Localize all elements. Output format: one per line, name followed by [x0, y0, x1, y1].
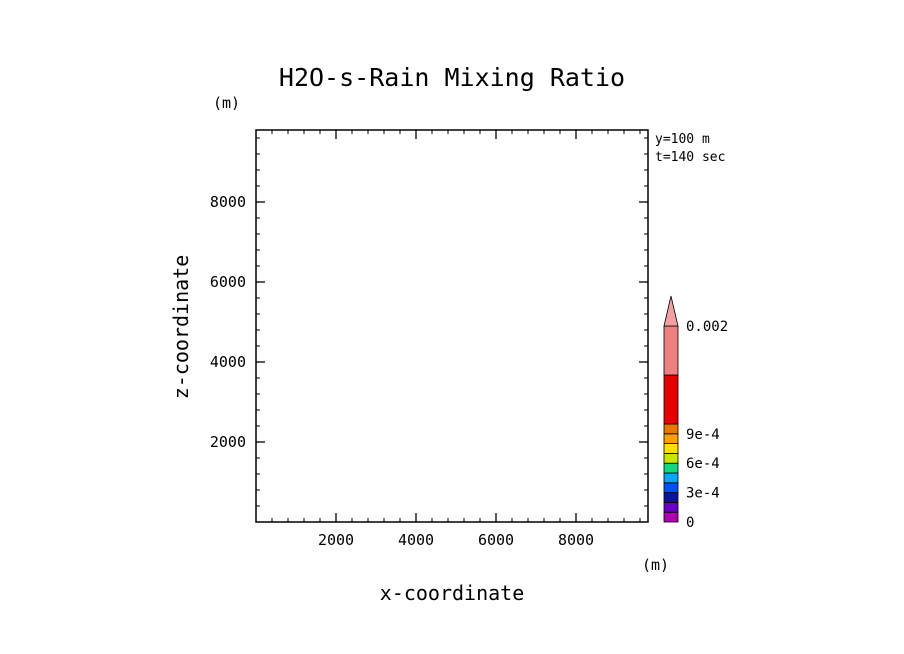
colorbar-bin [663, 433, 679, 444]
colorbar-bin [663, 492, 679, 503]
axis-ticks [256, 130, 648, 522]
x-axis-label: x-coordinate [380, 581, 525, 605]
axis-tick-labels: 2000 4000 6000 8000 2000 4000 6000 8000 [210, 193, 594, 549]
colorbar-over-triangle [663, 295, 679, 327]
x-axis-unit: (m) [642, 556, 669, 574]
y-tick-label: 2000 [210, 433, 246, 451]
y-axis-unit: (m) [213, 94, 240, 112]
info-y-position: y=100 m [655, 132, 710, 147]
y-axis-label: z-coordinate [169, 255, 193, 400]
y-tick-label: 8000 [210, 193, 246, 211]
colorbar-bin [663, 452, 679, 464]
colorbar-bin [663, 511, 679, 523]
colorbar: 0 3e-4 6e-4 9e-4 0.002 [663, 295, 728, 531]
colorbar-label: 3e-4 [686, 486, 720, 502]
x-tick-label: 8000 [558, 531, 594, 549]
colorbar-bin [663, 482, 679, 493]
colorbar-bin [663, 423, 679, 435]
x-tick-label: 4000 [398, 531, 434, 549]
x-tick-label: 6000 [478, 531, 514, 549]
colorbar-label: 9e-4 [686, 427, 720, 443]
y-tick-label: 6000 [210, 273, 246, 291]
y-tick-label: 4000 [210, 353, 246, 371]
colorbar-label: 0.002 [686, 319, 728, 335]
colorbar-bin [663, 443, 679, 454]
colorbar-bin [663, 462, 679, 474]
colorbar-label: 6e-4 [686, 456, 720, 472]
colorbar-bin [663, 472, 679, 484]
colorbar-bin [663, 325, 679, 376]
chart-title: H2O-s-Rain Mixing Ratio [279, 63, 625, 92]
plot-area [255, 129, 649, 523]
info-time: t=140 sec [655, 150, 725, 165]
colorbar-label: 0 [686, 515, 694, 531]
colorbar-bin [663, 374, 679, 425]
x-tick-label: 2000 [318, 531, 354, 549]
colorbar-bin [663, 501, 679, 513]
